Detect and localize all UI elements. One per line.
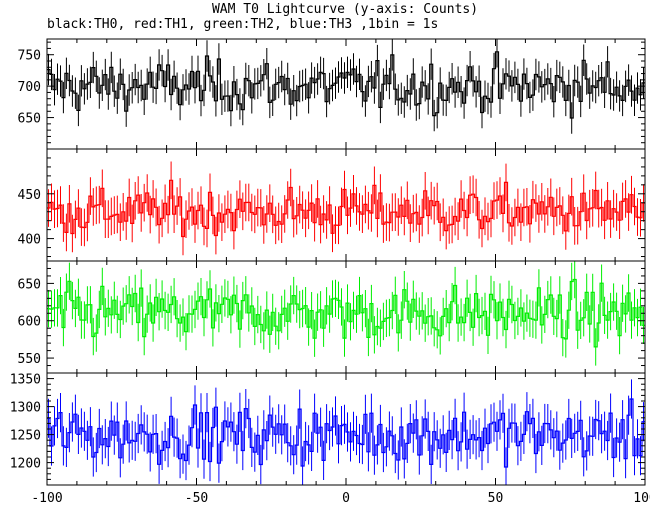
error-bar-path bbox=[48, 39, 644, 134]
y-tick-label: 1300 bbox=[10, 401, 41, 416]
y-tick-label: 700 bbox=[18, 80, 41, 95]
y-tick-label: 1200 bbox=[10, 457, 41, 472]
panel-TH0: 650 700 750 bbox=[18, 38, 646, 150]
y-tick-label: 550 bbox=[18, 352, 41, 367]
step-line-TH1 bbox=[47, 179, 645, 238]
step-line-TH3 bbox=[47, 398, 645, 468]
x-tick-label: -100 bbox=[31, 491, 62, 505]
y-tick-label: 1350 bbox=[10, 373, 41, 388]
y-tick-label: 400 bbox=[18, 233, 41, 248]
y-tick-label: 750 bbox=[18, 49, 41, 64]
panels-group: 650 700 750 400 450 550 600 650 1200 1250 1300 1350… bbox=[10, 38, 650, 505]
y-tick-label: 650 bbox=[18, 112, 41, 127]
x-tick-label: -50 bbox=[185, 491, 208, 505]
step-line-TH2 bbox=[47, 278, 645, 348]
x-tick-label: 100 bbox=[633, 491, 650, 505]
step-line-TH0 bbox=[47, 51, 645, 119]
error-bars-TH0 bbox=[48, 39, 644, 134]
panel-TH3: 1200 1250 1300 1350 -100 -50 0 50 100 bbox=[10, 372, 650, 505]
y-tick-label: 450 bbox=[18, 188, 41, 203]
panel-TH1: 400 450 bbox=[18, 148, 646, 262]
y-tick-label: 1250 bbox=[10, 429, 41, 444]
y-tick-label: 600 bbox=[18, 315, 41, 330]
x-tick-label: 0 bbox=[342, 491, 350, 505]
chart-subtitle: black:TH0, red:TH1, green:TH2, blue:TH3 … bbox=[47, 17, 438, 32]
chart-title: WAM T0 Lightcurve (y-axis: Counts) bbox=[212, 2, 478, 17]
panel-TH2: 550 600 650 bbox=[18, 260, 646, 374]
x-tick-label: 50 bbox=[488, 491, 504, 505]
y-tick-label: 650 bbox=[18, 277, 41, 292]
